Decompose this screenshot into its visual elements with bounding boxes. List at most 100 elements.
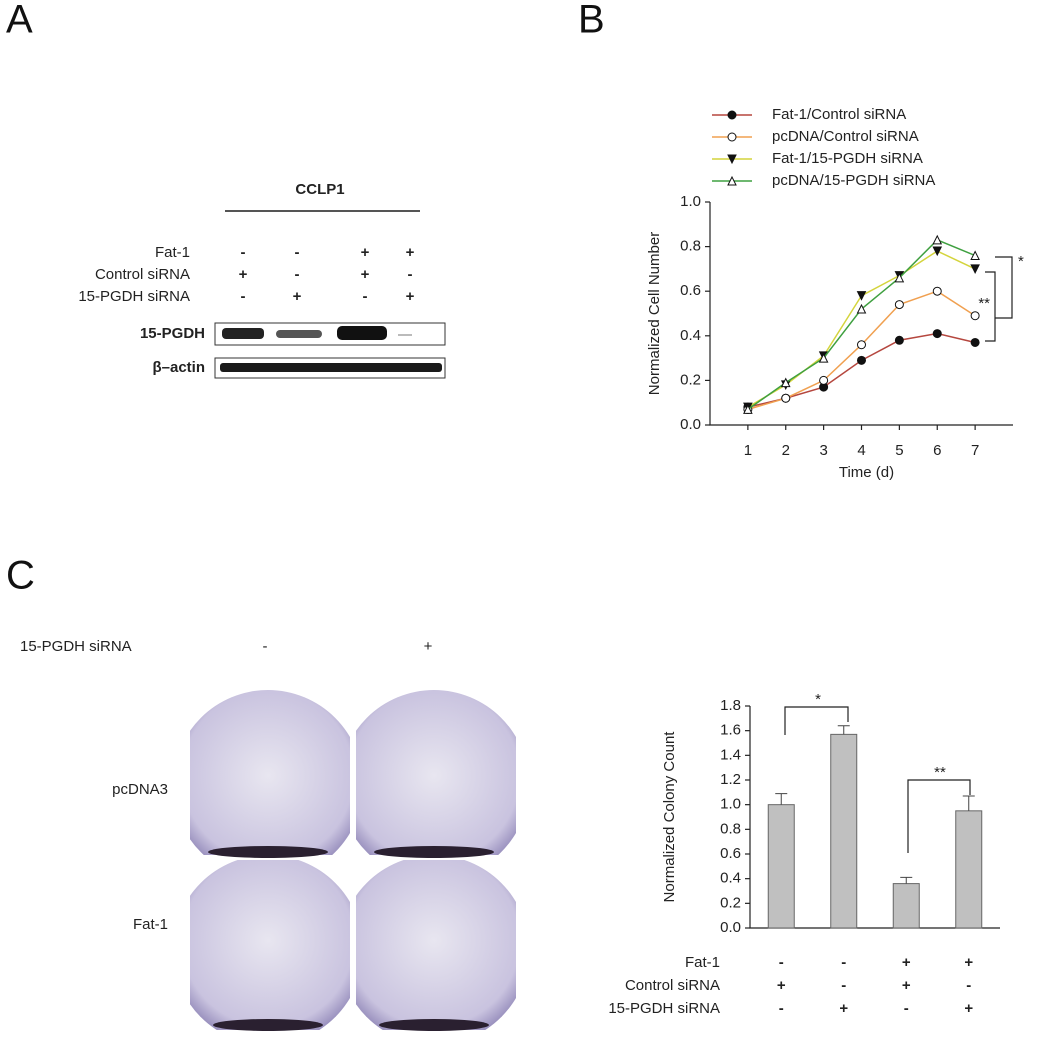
error-bar <box>962 795 975 811</box>
blot-band-box <box>214 357 446 379</box>
x-tick-label: 3 <box>819 442 827 459</box>
point <box>894 300 904 310</box>
point <box>781 393 791 403</box>
y-tick-label: 1.8 <box>720 697 741 714</box>
x-axis-label: Time (d) <box>839 464 894 481</box>
legend-marker <box>727 132 737 142</box>
band-label: β–actin <box>152 359 205 376</box>
y-tick-label: 0.2 <box>680 371 701 388</box>
legend-label: Fat-1/15-PGDH siRNA <box>772 150 923 167</box>
condition-sign: - <box>295 244 300 261</box>
point <box>857 355 866 365</box>
blot-band-box <box>214 322 446 346</box>
bar <box>892 883 920 929</box>
y-tick-label: 0.6 <box>680 282 701 299</box>
condition-label: 15-PGDH siRNA <box>608 1000 720 1017</box>
legend-marker <box>727 110 737 120</box>
band-label: 15-PGDH <box>140 325 205 342</box>
condition-sign: + <box>964 954 973 971</box>
condition-sign: + <box>964 1000 973 1017</box>
y-tick-label: 0.6 <box>720 845 741 862</box>
annotation: ** <box>934 764 946 781</box>
condition-label: Control siRNA <box>95 266 190 283</box>
condition-sign: - <box>295 266 300 283</box>
point <box>932 329 942 339</box>
bar <box>955 810 983 929</box>
x-tick-label: 2 <box>782 442 790 459</box>
error-bar <box>900 876 913 884</box>
condition-label: 15-PGDH siRNA <box>78 288 190 305</box>
condition-sign: - <box>779 1000 784 1017</box>
point <box>970 250 980 261</box>
condition-sign: - <box>841 954 846 971</box>
condition-sign: + <box>839 1000 848 1017</box>
condition-sign: + <box>361 266 370 283</box>
y-tick-label: 1.6 <box>720 722 741 739</box>
significance-bracket <box>907 779 971 853</box>
blot-title: CCLP1 <box>295 181 344 198</box>
annotation: * <box>815 691 821 708</box>
point <box>970 264 980 275</box>
condition-sign: - <box>841 977 846 994</box>
y-axis-label: Normalized Colony Count <box>661 731 678 903</box>
point <box>743 404 753 414</box>
plate-column: - <box>263 638 268 655</box>
point <box>780 377 791 388</box>
point <box>970 337 980 347</box>
point <box>932 234 943 245</box>
y-tick-label: 0.0 <box>720 919 741 936</box>
point <box>932 246 943 257</box>
plate-row: pcDNA3 <box>112 781 168 798</box>
panel-label: B <box>578 0 605 42</box>
condition-sign: + <box>361 244 370 261</box>
y-tick-label: 1.4 <box>720 746 741 763</box>
y-tick-label: 0.8 <box>720 820 741 837</box>
condition-sign: + <box>902 954 911 971</box>
point <box>932 286 942 296</box>
significance-bracket <box>784 706 849 735</box>
condition-sign: - <box>363 288 368 305</box>
plate-header: 15-PGDH siRNA <box>20 638 132 655</box>
significance-bracket <box>985 271 996 342</box>
x-tick-label: 1 <box>744 442 752 459</box>
error-bar <box>775 793 788 805</box>
point <box>894 335 904 345</box>
point <box>856 291 867 301</box>
series-line <box>747 239 976 411</box>
condition-label: Control siRNA <box>625 977 720 994</box>
x-tick-label: 6 <box>933 442 941 459</box>
point <box>818 352 829 363</box>
condition-sign: - <box>241 244 246 261</box>
plate-column: + <box>424 638 433 655</box>
condition-sign: + <box>293 288 302 305</box>
y-tick-label: 0.8 <box>680 238 701 255</box>
condition-sign: - <box>241 288 246 305</box>
bar <box>830 733 858 929</box>
condition-sign: + <box>777 977 786 994</box>
condition-sign: - <box>904 1000 909 1017</box>
x-tick-label: 4 <box>857 442 865 459</box>
condition-label: Fat-1 <box>155 244 190 261</box>
y-axis-label: Normalized Cell Number <box>646 232 663 395</box>
condition-sign: + <box>406 244 415 261</box>
condition-sign: + <box>902 977 911 994</box>
legend-label: pcDNA/Control siRNA <box>772 128 919 145</box>
annotation: * <box>1018 253 1024 270</box>
plate-images <box>190 690 516 1031</box>
condition-sign: + <box>239 266 248 283</box>
y-tick-label: 0.2 <box>720 894 741 911</box>
y-tick-label: 0.0 <box>680 416 701 433</box>
plate-row: Fat-1 <box>133 916 168 933</box>
point <box>894 272 905 283</box>
point <box>819 375 829 385</box>
y-tick-label: 1.0 <box>720 796 741 813</box>
legend-label: pcDNA/15-PGDH siRNA <box>772 172 935 189</box>
condition-label: Fat-1 <box>685 954 720 971</box>
point <box>857 340 866 350</box>
panel-label: C <box>6 554 35 598</box>
condition-sign: - <box>408 266 413 283</box>
point <box>856 303 867 314</box>
x-tick-label: 7 <box>971 442 979 459</box>
y-tick-label: 1.0 <box>680 193 701 210</box>
